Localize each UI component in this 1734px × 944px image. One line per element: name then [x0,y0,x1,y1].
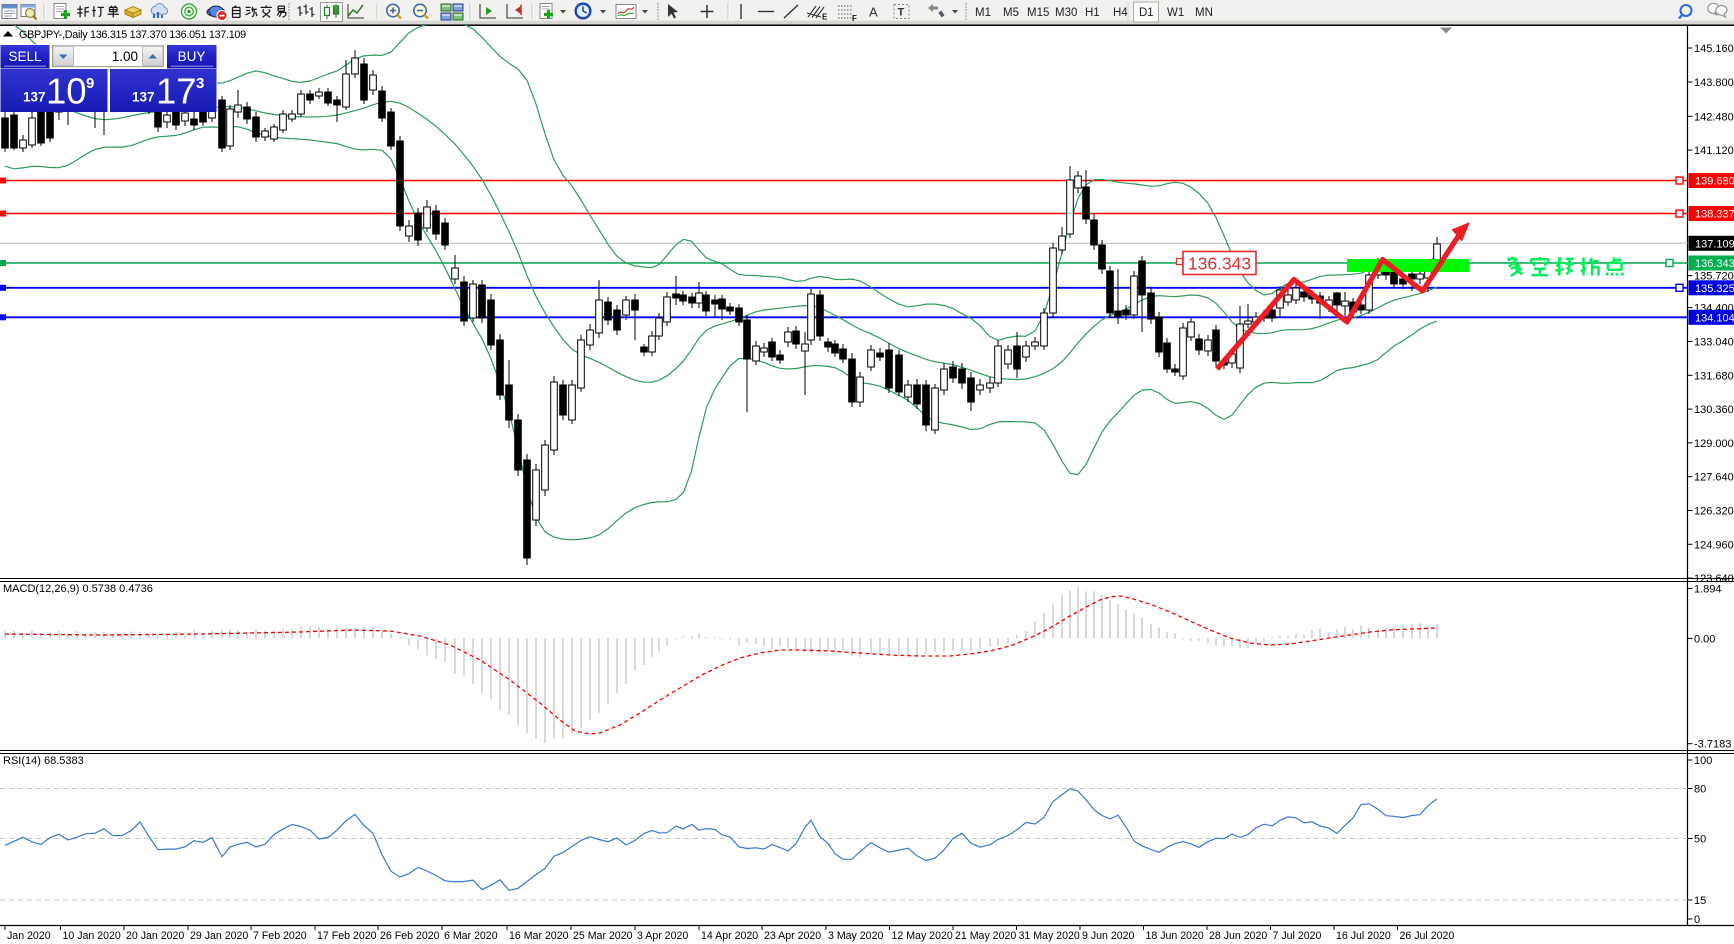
svg-text:W1: W1 [1167,7,1184,19]
svg-text:3: 3 [196,75,204,92]
svg-text:141.120: 141.120 [1694,145,1734,157]
svg-text:14 Apr 2020: 14 Apr 2020 [701,930,758,942]
svg-text:143.800: 143.800 [1694,77,1734,89]
svg-text:9: 9 [86,75,94,92]
svg-text:25 Mar 2020: 25 Mar 2020 [573,930,633,942]
svg-text:15: 15 [1694,895,1706,907]
svg-text:10 Jan 2020: 10 Jan 2020 [63,930,121,942]
svg-text:0.00: 0.00 [1694,633,1715,645]
svg-text:M15: M15 [1027,7,1049,19]
svg-text:126.320: 126.320 [1694,506,1734,518]
svg-text:H1: H1 [1085,7,1100,19]
svg-text:142.480: 142.480 [1694,111,1734,123]
svg-text:9 Jun 2020: 9 Jun 2020 [1082,930,1135,942]
svg-text:M1: M1 [975,7,991,19]
svg-text:137.109: 137.109 [1695,239,1734,251]
svg-text:D1: D1 [1139,7,1154,19]
svg-text:BUY: BUY [178,49,206,64]
svg-text:100: 100 [1694,755,1712,767]
svg-text:133.040: 133.040 [1694,337,1734,349]
svg-text:7 Feb 2020: 7 Feb 2020 [253,930,307,942]
svg-text:-3.7183: -3.7183 [1694,739,1731,751]
svg-text:137: 137 [23,90,46,105]
svg-text:0: 0 [1694,914,1700,926]
svg-text:136.343: 136.343 [1188,254,1251,274]
svg-text:16 Mar 2020: 16 Mar 2020 [509,930,569,942]
svg-text:16 Jul 2020: 16 Jul 2020 [1336,930,1391,942]
svg-text:MACD(12,26,9) 0.5738 0.4736: MACD(12,26,9) 0.5738 0.4736 [3,583,153,595]
svg-text:17: 17 [156,71,197,112]
svg-text:135.720: 135.720 [1694,271,1734,283]
svg-text:SELL: SELL [8,49,42,64]
svg-text:T: T [898,7,905,19]
svg-text:134.104: 134.104 [1695,313,1734,325]
svg-text:F: F [852,14,857,23]
svg-text:1.00: 1.00 [112,49,138,64]
svg-text:130.360: 130.360 [1694,404,1734,416]
svg-text:135.325: 135.325 [1695,283,1734,295]
svg-text:3 Apr 2020: 3 Apr 2020 [637,930,688,942]
svg-text:26 Feb 2020: 26 Feb 2020 [380,930,440,942]
svg-text:124.960: 124.960 [1694,539,1734,551]
svg-text:H4: H4 [1113,7,1128,19]
svg-text:3 May 2020: 3 May 2020 [828,930,883,942]
svg-text:26 Jul 2020: 26 Jul 2020 [1400,930,1455,942]
svg-text:80: 80 [1694,784,1706,796]
svg-text:127.640: 127.640 [1694,472,1734,484]
svg-text:17 Feb 2020: 17 Feb 2020 [317,930,377,942]
svg-text:123.640: 123.640 [1694,573,1734,585]
svg-text:MN: MN [1195,7,1213,19]
svg-text:GBPJPY-,Daily 136.315 137.370: GBPJPY-,Daily 136.315 137.370 136.051 13… [19,29,246,41]
svg-text:RSI(14) 68.5383: RSI(14) 68.5383 [3,755,84,767]
svg-text:10: 10 [46,71,87,112]
svg-text:21 May 2020: 21 May 2020 [955,930,1016,942]
svg-text:129.000: 129.000 [1694,438,1734,450]
svg-text:1.894: 1.894 [1694,584,1722,596]
svg-text:145.160: 145.160 [1694,43,1734,55]
svg-text:6 Mar 2020: 6 Mar 2020 [444,930,498,942]
svg-text:20 Jan 2020: 20 Jan 2020 [126,930,184,942]
svg-text:A: A [869,5,878,20]
svg-text:12 May 2020: 12 May 2020 [892,930,953,942]
svg-text:137: 137 [132,90,155,105]
svg-text:23 Apr 2020: 23 Apr 2020 [764,930,821,942]
svg-text:Jan 2020: Jan 2020 [7,930,51,942]
svg-text:18 Jun 2020: 18 Jun 2020 [1146,930,1204,942]
svg-text:138.337: 138.337 [1695,209,1734,221]
svg-text:50: 50 [1694,834,1706,846]
svg-text:M5: M5 [1003,7,1019,19]
svg-text:E: E [822,13,828,22]
svg-text:28 Jun 2020: 28 Jun 2020 [1209,930,1267,942]
svg-text:131.680: 131.680 [1694,370,1734,382]
svg-text:7 Jul 2020: 7 Jul 2020 [1273,930,1322,942]
svg-text:136.343: 136.343 [1695,258,1734,270]
svg-text:29 Jan 2020: 29 Jan 2020 [190,930,248,942]
svg-text:139.680: 139.680 [1695,176,1734,188]
svg-text:31 May 2020: 31 May 2020 [1019,930,1080,942]
svg-text:M30: M30 [1055,7,1077,19]
